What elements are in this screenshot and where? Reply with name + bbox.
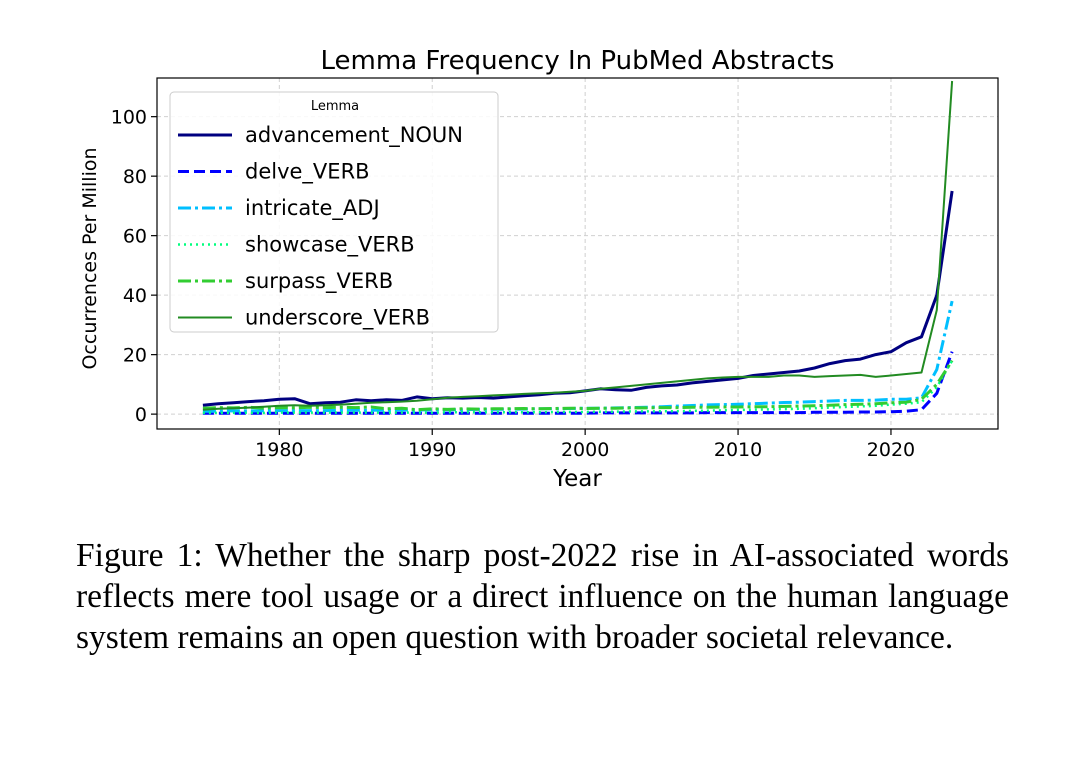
legend-entry: delve_VERB [178, 160, 370, 185]
series-line-showcase-verb [202, 359, 954, 415]
y-tick-label: 60 [123, 226, 147, 248]
figure: 1980 1990 2000 2010 2020 0 20 40 60 80 100 Lemma F… [79, 46, 999, 492]
x-tick-label: 2020 [867, 439, 915, 461]
figure-caption: Figure 1: Whether the sharp post-2022 ri… [76, 537, 1009, 656]
legend: Lemma advancement_NOUN delve_VERB intricat… [169, 91, 499, 333]
y-tick-label: 40 [123, 285, 147, 307]
y-tick-label: 0 [135, 404, 147, 426]
legend-label: surpass_VERB [245, 269, 393, 294]
series-line-delve-verb [202, 351, 954, 415]
legend-entry: intricate_ADJ [178, 196, 380, 221]
legend-label: delve_VERB [245, 160, 370, 185]
series-line-intricate-adj [202, 300, 954, 413]
legend-entry: underscore_VERB [178, 306, 430, 331]
series-lines [202, 80, 954, 415]
series-line-underscore-verb [202, 80, 954, 411]
x-tick-label: 2000 [561, 439, 609, 461]
y-tick-label: 80 [123, 166, 147, 188]
legend-entry: surpass_VERB [178, 269, 393, 294]
legend-box [169, 91, 499, 333]
series-line-surpass-verb [202, 359, 954, 412]
legend-entries: advancement_NOUN delve_VERB intricate_ADJs… [178, 123, 463, 331]
legend-label: underscore_VERB [245, 306, 430, 331]
x-axis-label: Year [552, 466, 602, 492]
line-chart: 1980 1990 2000 2010 2020 0 20 40 60 80 100 Lemma F… [79, 46, 999, 492]
plot-frame [156, 77, 999, 430]
x-tick-label: 2010 [714, 439, 762, 461]
legend-entry: showcase_VERB [178, 233, 415, 258]
x-tick-label: 1980 [255, 439, 303, 461]
y-tick-label: 20 [123, 345, 147, 367]
y-tick-label: 100 [111, 107, 147, 129]
x-tick-label: 1990 [408, 439, 456, 461]
legend-entry: advancement_NOUN [178, 123, 463, 148]
chart-title: Lemma Frequency In PubMed Abstracts [321, 46, 835, 76]
axis-ticks: 1980 1990 2000 2010 2020 0 20 40 60 80 100 [111, 107, 915, 461]
legend-label: intricate_ADJ [245, 196, 380, 221]
legend-label: showcase_VERB [245, 233, 415, 258]
legend-title: Lemma [311, 99, 359, 114]
legend-label: advancement_NOUN [245, 123, 463, 148]
y-axis-label: Occurrences Per Million [79, 147, 101, 369]
